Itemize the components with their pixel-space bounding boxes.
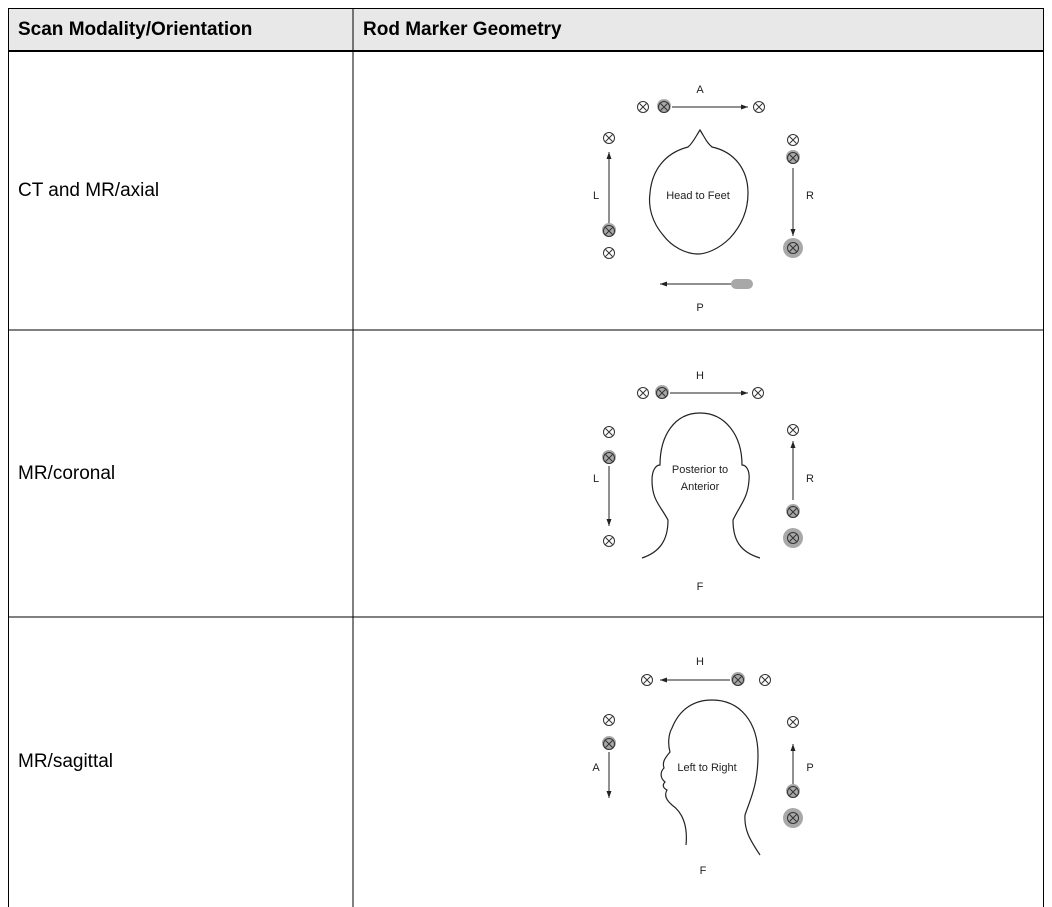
dir-label: L	[593, 190, 599, 202]
rod-marker-cross	[658, 389, 666, 397]
rod-marker-cross	[789, 136, 797, 144]
rod-marker	[603, 535, 615, 547]
rod-marker-cross	[789, 154, 797, 162]
rod-marker-cross	[605, 740, 613, 748]
rod-marker	[603, 132, 615, 144]
center-label: Head to Feet	[666, 190, 730, 202]
rod-marker-cross	[761, 676, 769, 684]
rod-marker	[787, 506, 799, 518]
rod-marker	[787, 134, 799, 146]
rod-marker-cross	[789, 534, 797, 542]
dir-label: H	[696, 370, 704, 382]
rod-marker-cross	[789, 244, 797, 252]
rod-marker-cross	[734, 676, 742, 684]
rod-marker	[787, 532, 799, 544]
rod-marker	[603, 738, 615, 750]
dir-label: H	[696, 656, 704, 668]
rod-marker-cross	[755, 103, 763, 111]
rod-marker	[603, 714, 615, 726]
head-outlines	[641, 128, 761, 856]
rod-marker	[787, 786, 799, 798]
rod-marker-cross	[789, 426, 797, 434]
rod-marker-cross	[605, 716, 613, 724]
rod-marker	[759, 674, 771, 686]
rod-marker-cross	[789, 508, 797, 516]
rod-marker-cross	[643, 676, 651, 684]
rod-marker	[637, 387, 649, 399]
rod-marker-cross	[789, 788, 797, 796]
rod-marker-cross	[605, 454, 613, 462]
rod-marker-cross	[639, 103, 647, 111]
dir-label: A	[592, 762, 600, 774]
row-label: CT and MR/axial	[18, 180, 160, 201]
row-label: MR/sagittal	[18, 751, 114, 772]
rod-marker-cross	[605, 249, 613, 257]
rod-marker	[752, 387, 764, 399]
table-grid	[8, 8, 1044, 907]
row-label: MR/coronal	[18, 462, 116, 484]
rod-marker	[641, 674, 653, 686]
rod-marker-cross	[789, 814, 797, 822]
center-label: Anterior	[681, 481, 720, 493]
rod-marker-cross	[605, 134, 613, 142]
rod-marker	[603, 426, 615, 438]
rod-marker	[603, 225, 615, 237]
dir-label: R	[806, 473, 814, 485]
rod-marker	[603, 452, 615, 464]
rod-marker	[787, 152, 799, 164]
dir-label: P	[806, 762, 813, 774]
dir-label: F	[700, 865, 707, 877]
rod-marker	[658, 101, 670, 113]
header-cell: Rod Marker Geometry	[353, 8, 1044, 52]
dir-label: L	[593, 473, 599, 485]
rod-marker-cross	[639, 389, 647, 397]
center-label: Posterior to	[672, 464, 728, 476]
rod-marker	[787, 812, 799, 824]
rod-marker	[732, 674, 744, 686]
rod-marker	[787, 424, 799, 436]
rod-marker-cross	[605, 227, 613, 235]
center-label: Left to Right	[677, 762, 736, 774]
dir-label: P	[696, 302, 703, 314]
rod-marker	[753, 101, 765, 113]
marker-pill	[731, 279, 753, 289]
rod-marker-cross	[789, 718, 797, 726]
rod-marker-cross	[605, 537, 613, 545]
dir-label: F	[697, 581, 704, 593]
rod-marker	[787, 716, 799, 728]
rod-marker-cross	[605, 428, 613, 436]
dir-label: R	[806, 190, 814, 202]
header-cell: Scan Modality/Orientation	[8, 8, 353, 52]
rod-marker	[787, 242, 799, 254]
rod-marker	[637, 101, 649, 113]
rod-marker-cross	[660, 103, 668, 111]
rod-marker-cross	[754, 389, 762, 397]
rod-marker	[603, 247, 615, 259]
rod-marker	[656, 387, 668, 399]
dir-label: A	[696, 84, 704, 96]
